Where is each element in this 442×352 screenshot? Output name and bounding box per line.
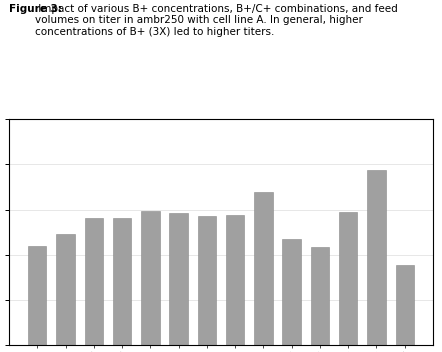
Bar bbox=[226, 215, 244, 345]
Bar bbox=[367, 170, 385, 345]
Bar bbox=[169, 213, 188, 345]
Bar bbox=[254, 193, 273, 345]
Bar bbox=[141, 211, 160, 345]
Bar bbox=[282, 239, 301, 345]
Bar bbox=[396, 265, 414, 345]
Bar bbox=[311, 246, 329, 345]
Text: Figure 3:: Figure 3: bbox=[9, 4, 62, 13]
Bar bbox=[198, 216, 216, 345]
Text: Impact of various B+ concentrations, B+/C+ combinations, and feed volumes on tit: Impact of various B+ concentrations, B+/… bbox=[35, 4, 397, 37]
Bar bbox=[57, 234, 75, 345]
Bar bbox=[113, 218, 131, 345]
Bar bbox=[85, 218, 103, 345]
Bar bbox=[28, 246, 46, 345]
Bar bbox=[339, 212, 357, 345]
